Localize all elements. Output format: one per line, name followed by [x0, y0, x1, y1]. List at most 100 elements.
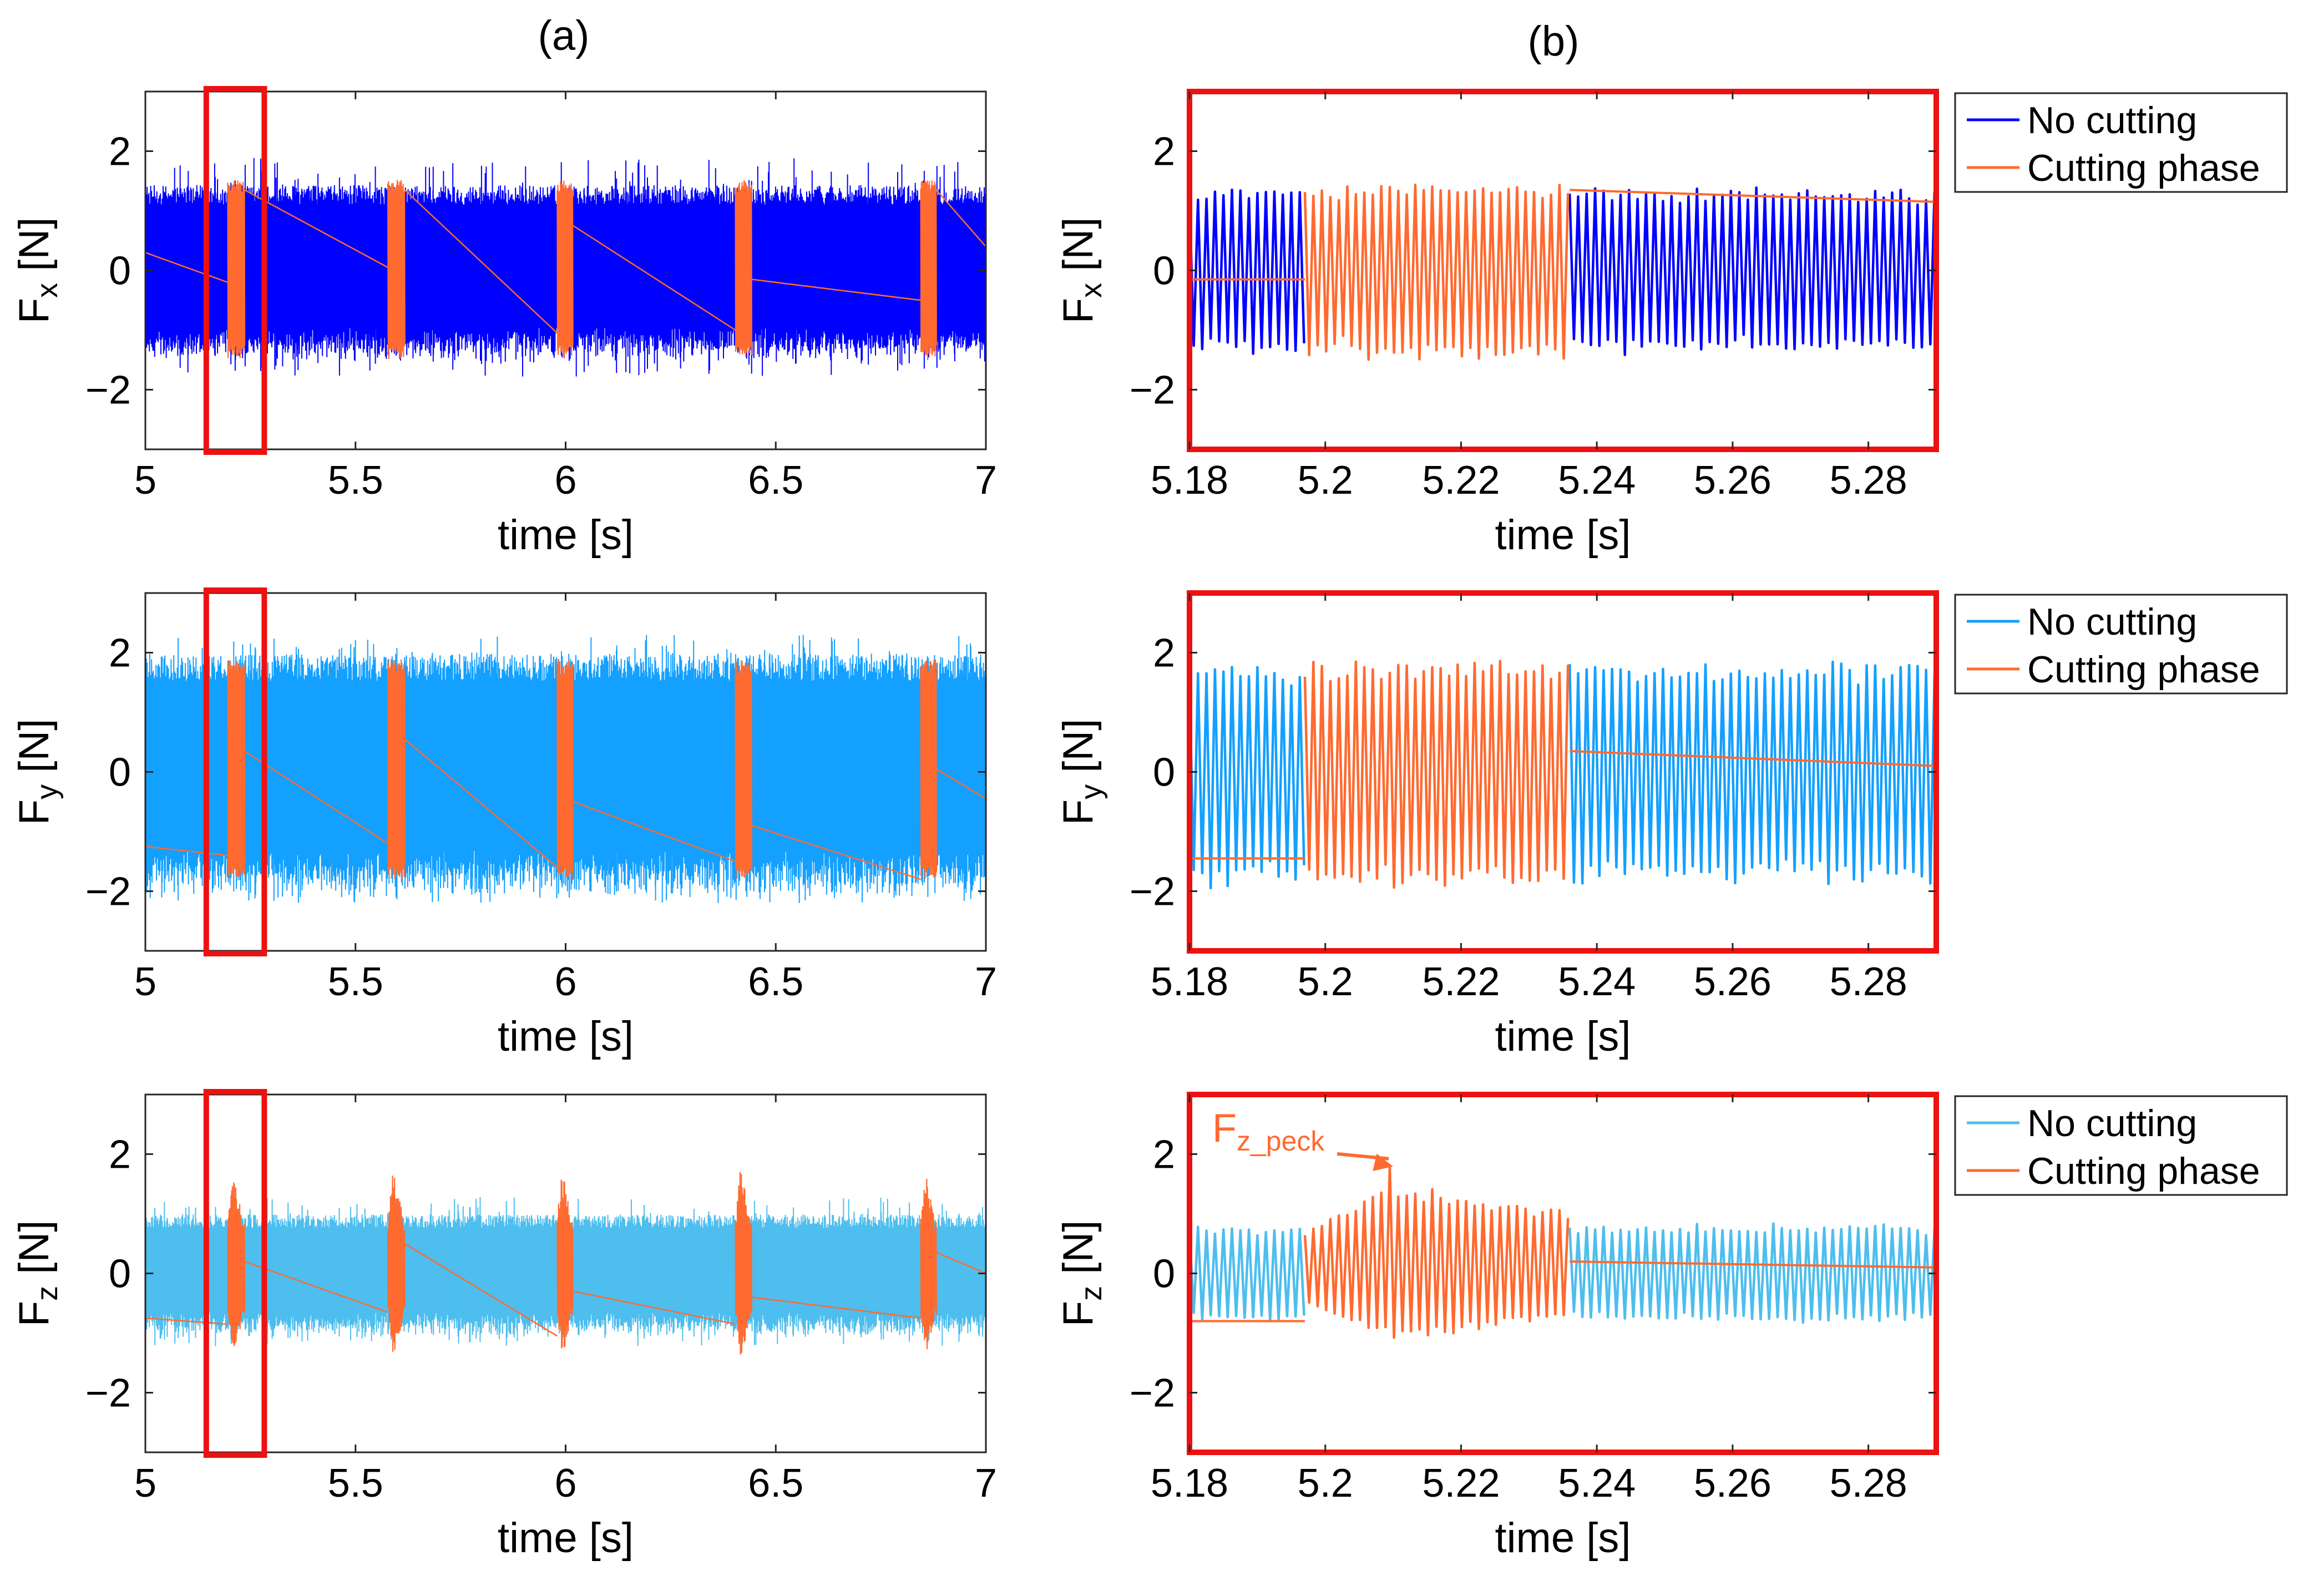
series-no-cutting-spikes [161, 635, 981, 903]
x-tick-label: 5.22 [1422, 458, 1500, 503]
y-tick-label: −2 [1130, 1371, 1175, 1416]
y-label-unit: [N] [11, 719, 58, 773]
series-cutting-burst [735, 660, 752, 879]
x-tick-label: 6.5 [748, 960, 803, 1004]
y-label-main: F [11, 298, 58, 323]
y-label-sub: y [1075, 784, 1108, 799]
x-tick-label: 5.2 [1298, 1461, 1353, 1506]
y-label-sub: z [1075, 1286, 1108, 1301]
plot-area [1190, 1164, 1936, 1339]
legend: No cutting Cutting phase [1954, 92, 2288, 193]
plot-area [1190, 183, 1936, 361]
series-cutting [1303, 660, 1570, 889]
series-cutting-connector [1570, 1260, 1936, 1269]
x-axis-label: time [s] [498, 1013, 634, 1060]
y-label-unit: [N] [1055, 1220, 1102, 1274]
series-cutting-burst [227, 180, 246, 358]
series-cutting-burst [387, 1176, 406, 1352]
y-label-main: F [1055, 298, 1102, 323]
x-axis-label: time [s] [1495, 1013, 1631, 1060]
x-tick-label: 6 [554, 960, 576, 1004]
series-cutting-burst [920, 1178, 937, 1350]
legend-label-no-cutting: No cutting [2027, 601, 2197, 643]
x-tick-label: 7 [975, 1461, 997, 1506]
x-tick-label: 5 [134, 1461, 156, 1506]
series-cutting-connector [573, 225, 736, 331]
y-tick-label: 0 [109, 249, 131, 293]
series-cutting-burst [920, 180, 937, 361]
plot-area [145, 635, 986, 903]
legend-box [1954, 1095, 2288, 1196]
x-tick-labels: 5.18 5.2 5.22 5.24 5.26 5.28 [1151, 458, 1907, 503]
x-axis-label: time [s] [498, 511, 634, 559]
annotation-main: F [1212, 1106, 1237, 1151]
x-tick-label: 5.22 [1422, 1461, 1500, 1506]
series-cutting-burst [735, 1172, 752, 1355]
y-tick-label: 2 [109, 631, 131, 676]
y-axis-label: Fy [N] [1055, 719, 1108, 825]
x-tick-label: 6.5 [748, 1461, 803, 1506]
chart-a3: 5 5.5 6 6.5 7 −2 0 2 time [s] Fz [N] [11, 1089, 997, 1562]
legend-box [1954, 594, 2288, 695]
series-cutting-connector [1570, 749, 1936, 767]
tick-marks [144, 1095, 987, 1452]
series-cutting-connector [244, 1260, 388, 1313]
x-tick-label: 5.24 [1558, 960, 1636, 1004]
x-tick-label: 5.22 [1422, 960, 1500, 1004]
series-no-cutting [1568, 186, 1936, 356]
series-cutting-connector [404, 1243, 558, 1337]
y-tick-label: 0 [109, 751, 131, 795]
y-label-main: F [11, 1301, 58, 1326]
series-cutting-connector [1570, 189, 1936, 203]
x-tick-label: 7 [975, 458, 997, 503]
zoom-highlight-box [203, 1089, 267, 1458]
y-label-main: F [1055, 799, 1102, 825]
y-tick-labels: −2 0 2 [85, 130, 131, 413]
y-tick-label: −2 [85, 368, 131, 413]
x-tick-label: 5.18 [1151, 960, 1228, 1004]
series-cutting-burst [387, 659, 406, 883]
x-axis-label: time [s] [1495, 1514, 1631, 1562]
series-cutting-connector [573, 1290, 736, 1325]
x-tick-label: 7 [975, 960, 997, 1004]
y-label-sub: z [31, 1286, 64, 1301]
legend-box [1954, 92, 2288, 193]
plot-area [1190, 660, 1936, 890]
y-label-sub: x [1075, 283, 1108, 298]
series-cutting-connector [935, 768, 986, 799]
x-tick-label: 5.5 [328, 960, 383, 1004]
x-tick-labels: 5.18 5.2 5.22 5.24 5.26 5.28 [1151, 960, 1907, 1004]
y-tick-label: −2 [1130, 368, 1175, 413]
y-axis-label: Fx [N] [11, 217, 64, 324]
tick-marks [144, 593, 987, 951]
zoom-highlight-box [203, 86, 267, 455]
y-tick-label: 2 [109, 130, 131, 174]
legend-label-cutting-phase: Cutting phase [2027, 1150, 2260, 1192]
x-tick-label: 5.5 [328, 1461, 383, 1506]
plot-area [145, 1172, 986, 1355]
series-cutting-connector [244, 189, 388, 268]
x-tick-label: 5.28 [1830, 1461, 1907, 1506]
x-tick-label: 5.28 [1830, 458, 1907, 503]
series-cutting-connector [751, 278, 921, 301]
annotation-arrowhead [1373, 1153, 1394, 1171]
x-tick-label: 5 [134, 960, 156, 1004]
chart-b3: 5.18 5.2 5.22 5.24 5.26 5.28 −2 0 2 time [s] Fz… [1055, 1092, 2288, 1562]
x-tick-labels: 5.18 5.2 5.22 5.24 5.26 5.28 [1151, 1461, 1907, 1506]
series-cutting [1303, 1164, 1570, 1339]
series-no-cutting [1190, 188, 1305, 355]
series-no-cutting [1190, 1225, 1305, 1322]
x-tick-label: 6 [554, 458, 576, 503]
legend-label-cutting-phase: Cutting phase [2027, 147, 2260, 189]
series-cutting-connector [244, 750, 388, 844]
series-cutting-connector [751, 825, 921, 880]
x-tick-label: 5.24 [1558, 458, 1636, 503]
y-label-main: F [1055, 1301, 1102, 1326]
tick-marks [1188, 92, 1936, 449]
x-tick-label: 6 [554, 1461, 576, 1506]
panel-label-a: (a) [538, 12, 590, 59]
y-tick-label: 2 [1153, 130, 1175, 174]
x-tick-label: 5.28 [1830, 960, 1907, 1004]
tick-marks [1188, 593, 1936, 951]
